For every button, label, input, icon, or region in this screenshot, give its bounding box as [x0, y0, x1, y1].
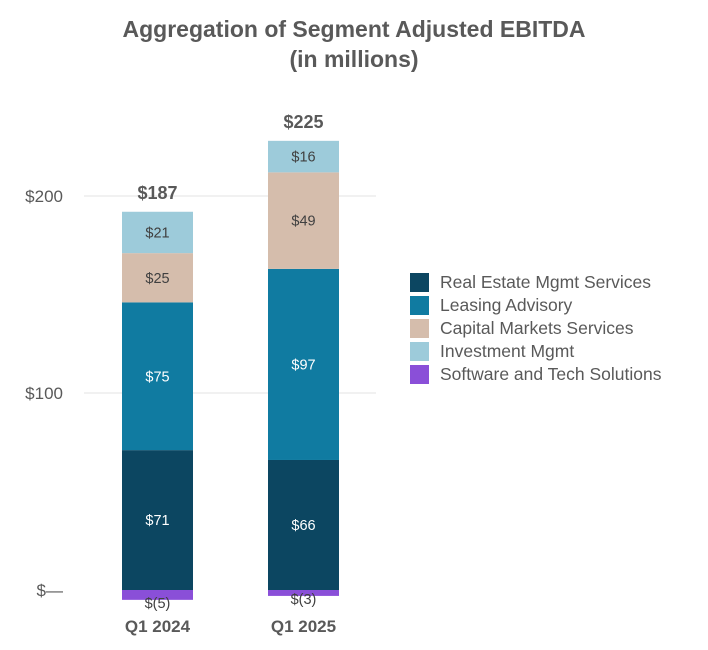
legend-item: Capital Markets Services [410, 317, 661, 340]
data-label: $71 [145, 513, 169, 529]
total-label: $187 [137, 183, 177, 203]
legend-label: Capital Markets Services [440, 318, 634, 338]
chart-title: Aggregation of Segment Adjusted EBITDA [122, 16, 586, 42]
bar-segment [122, 450, 193, 590]
legend-swatch [410, 365, 429, 384]
legend-item: Investment Mgmt [410, 340, 661, 363]
y-tick-label: $200 [25, 187, 63, 206]
bar-segment [122, 211, 193, 254]
legend-item: Real Estate Mgmt Services [410, 271, 661, 294]
data-label: $(5) [145, 596, 171, 612]
legend-label: Real Estate Mgmt Services [440, 272, 652, 292]
data-label: $75 [145, 369, 169, 385]
bar-segment [268, 459, 339, 590]
x-tick-label: Q1 2025 [271, 617, 336, 636]
legend-label: Investment Mgmt [440, 341, 575, 361]
bar-segment [268, 268, 339, 460]
bar-segment [122, 302, 193, 451]
y-tick-label: $100 [25, 384, 63, 403]
legend-swatch [410, 342, 429, 361]
data-label: $(3) [291, 592, 317, 608]
chart-title-block: Aggregation of Segment Adjusted EBITDA (… [0, 14, 708, 74]
x-tick-label: Q1 2024 [125, 617, 191, 636]
legend-label: Software and Tech Solutions [440, 364, 662, 384]
data-label: $97 [291, 357, 315, 373]
y-tick-label: $— [37, 581, 63, 600]
data-label: $21 [145, 225, 169, 241]
bar-segment [268, 590, 339, 596]
legend-item: Leasing Advisory [410, 294, 661, 317]
bar-segment [268, 172, 339, 269]
data-label: $66 [291, 518, 315, 534]
legend-item: Software and Tech Solutions [410, 363, 661, 386]
bar-segment [122, 590, 193, 600]
legend-swatch [410, 273, 429, 292]
chart-legend: Real Estate Mgmt Services Leasing Advisor… [410, 271, 661, 386]
bar-segment [122, 253, 193, 303]
chart-subtitle: (in millions) [289, 46, 419, 72]
data-label: $49 [291, 214, 315, 230]
legend-label: Leasing Advisory [440, 295, 573, 315]
legend-swatch [410, 319, 429, 338]
data-label: $25 [145, 271, 169, 287]
bar-segment [268, 140, 339, 173]
legend-swatch [410, 296, 429, 315]
total-label: $225 [283, 112, 323, 132]
data-label: $16 [291, 150, 315, 166]
